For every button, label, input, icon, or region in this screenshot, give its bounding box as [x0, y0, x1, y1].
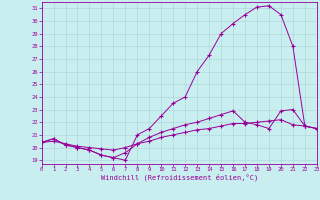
X-axis label: Windchill (Refroidissement éolien,°C): Windchill (Refroidissement éolien,°C)	[100, 174, 258, 181]
